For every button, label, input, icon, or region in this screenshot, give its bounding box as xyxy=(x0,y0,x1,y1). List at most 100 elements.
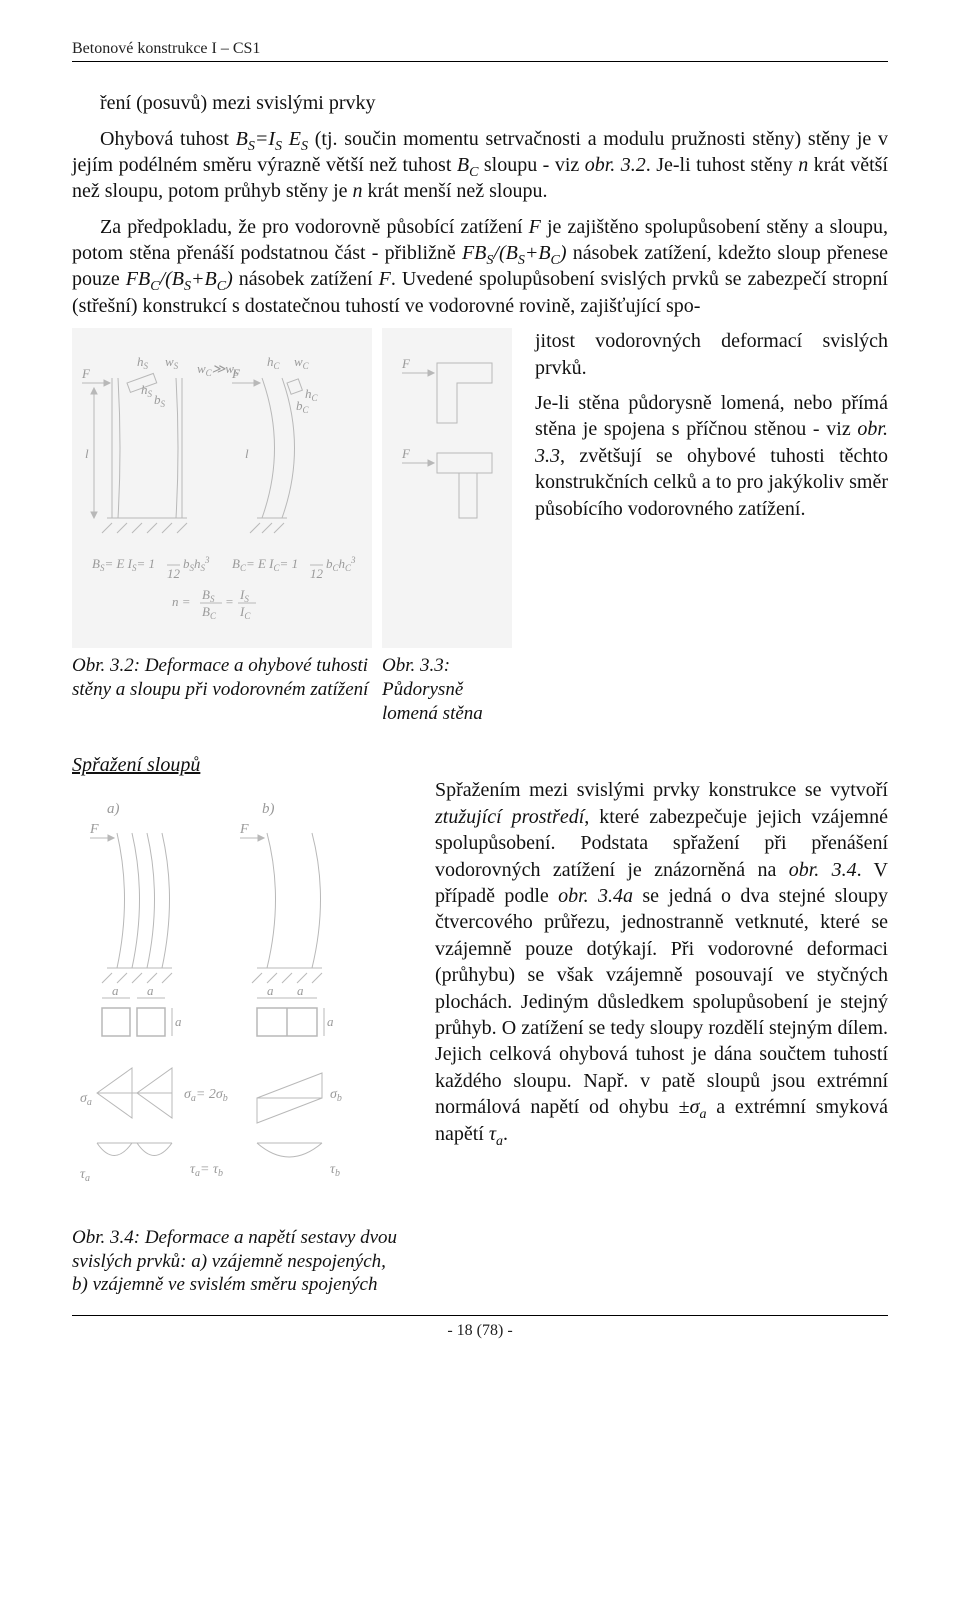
s: S xyxy=(248,139,255,154)
t: /(B xyxy=(160,268,184,290)
right-para3: Spřažením mezi svislými prvky konstrukce… xyxy=(435,777,888,1146)
svg-text:l: l xyxy=(85,446,89,461)
sigma-a: σa xyxy=(690,1096,707,1118)
svg-text:a: a xyxy=(112,983,119,998)
fig33: F F xyxy=(382,328,512,648)
s: C xyxy=(217,279,226,294)
svg-text:τa: τa xyxy=(80,1167,90,1184)
svg-text:F: F xyxy=(89,822,99,837)
svg-text:wS: wS xyxy=(165,354,179,371)
svg-text:bS: bS xyxy=(154,392,166,409)
fig34-col: Spřažení sloupů a) b) xyxy=(72,739,417,1297)
svg-text:σa= 2σb: σa= 2σb xyxy=(184,1087,228,1104)
ref-obr34: obr. 3.4 xyxy=(789,859,857,881)
section-sprazeni: Spřažení sloupů xyxy=(72,752,417,778)
t: Je-li stěna půdorysně lomená, nebo přímá… xyxy=(535,392,888,440)
fig-32-33-block: F F hS wS wC≫wS hC wC bS hS hC bC l xyxy=(72,328,888,725)
s: C xyxy=(150,279,159,294)
svg-text:12: 12 xyxy=(167,566,181,581)
s: C xyxy=(551,253,560,268)
ref-obr32: obr. 3.2 xyxy=(585,154,646,176)
para-1: ření (posuvů) mezi svislými prvky xyxy=(72,90,888,116)
s: a xyxy=(496,1134,503,1149)
t: +B xyxy=(525,242,551,264)
foot-rule xyxy=(72,1315,888,1316)
s: S xyxy=(301,139,308,154)
svg-text:F: F xyxy=(401,446,411,461)
t: +B xyxy=(191,268,217,290)
tau-a: τa xyxy=(489,1123,503,1145)
s: S xyxy=(184,279,191,294)
fig32-33-wrap: F F hS wS wC≫wS hC wC bS hS hC bC l xyxy=(72,328,517,648)
para-3: Za předpokladu, že pro vodorovně působíc… xyxy=(72,214,888,320)
svg-text:IC: IC xyxy=(239,604,251,621)
t: ) xyxy=(226,268,233,290)
t: . xyxy=(503,1123,508,1145)
svg-text:τa= τb: τa= τb xyxy=(190,1162,223,1179)
ref-obr34a: obr. 3.4a xyxy=(558,885,633,907)
svg-text:12: 12 xyxy=(310,566,324,581)
s: S xyxy=(275,139,282,154)
running-head: Betonové konstrukce I – CS1 xyxy=(72,38,888,59)
svg-text:hS: hS xyxy=(137,354,149,371)
t: ) xyxy=(560,242,567,264)
svg-text:BC= E IC= 1: BC= E IC= 1 xyxy=(232,556,298,573)
t: FB xyxy=(462,242,486,264)
svg-text:σa: σa xyxy=(80,1091,92,1108)
svg-text:F: F xyxy=(239,822,249,837)
t: B xyxy=(457,154,469,176)
n1: n xyxy=(798,154,808,176)
svg-text:a: a xyxy=(147,983,154,998)
head-rule xyxy=(72,61,888,62)
para-2: Ohybová tuhost BS=IS ES (tj. součin mome… xyxy=(72,126,888,205)
caption-fig32: Obr. 3.2: Deformace a ohybové tuhosti st… xyxy=(72,654,372,725)
svg-text:n =: n = xyxy=(172,594,191,609)
svg-text:l: l xyxy=(245,446,249,461)
svg-text:hC: hC xyxy=(267,354,281,371)
svg-text:wC: wC xyxy=(294,354,310,371)
F: F xyxy=(529,216,541,238)
s: C xyxy=(469,165,478,180)
fig32: F F hS wS wC≫wS hC wC bS hS hC bC l xyxy=(72,328,372,648)
t: E xyxy=(282,128,301,150)
t: Spřažením mezi svislými prvky konstrukce… xyxy=(435,779,888,801)
svg-text:bChC3: bChC3 xyxy=(326,555,356,573)
svg-text:F: F xyxy=(81,366,91,381)
t: σ xyxy=(690,1096,700,1118)
caption-fig34: Obr. 3.4: Deformace a napětí sestavy dvo… xyxy=(72,1226,402,1297)
t: /(B xyxy=(493,242,517,264)
frac1: FBS/(BS+BC) xyxy=(462,242,567,264)
svg-text:a: a xyxy=(327,1014,334,1029)
t: Za předpokladu, že pro vodorovně působíc… xyxy=(100,216,529,238)
para-2-pre: Ohybová tuhost xyxy=(100,128,236,150)
svg-text:hC: hC xyxy=(305,386,319,403)
svg-text:wC≫wS: wC≫wS xyxy=(197,361,239,378)
F: F xyxy=(379,268,391,290)
t: se jedná o dva stejné sloupy čtvercového… xyxy=(435,885,888,1118)
right-text-1: jitost vodorovných deformací svislých pr… xyxy=(535,328,888,531)
svg-text:a: a xyxy=(267,983,274,998)
svg-text:b): b) xyxy=(262,801,275,817)
s: S xyxy=(518,253,525,268)
fig34-block: Spřažení sloupů a) b) xyxy=(72,739,888,1297)
right-para1: jitost vodorovných deformací svislých pr… xyxy=(535,328,888,381)
fig32-col: F F hS wS wC≫wS hC wC bS hS hC bC l xyxy=(72,328,517,725)
svg-text:a: a xyxy=(175,1014,182,1029)
svg-text:BS: BS xyxy=(202,587,215,604)
bc: BC xyxy=(457,154,479,176)
page-footer: - 18 (78) - xyxy=(72,1320,888,1341)
t: B xyxy=(236,128,248,150)
n2: n xyxy=(353,180,363,202)
svg-text:F: F xyxy=(401,356,411,371)
svg-text:BC: BC xyxy=(202,604,217,621)
right-text-2: Spřažením mezi svislými prvky konstrukce… xyxy=(435,739,888,1155)
svg-text:BS= E IS= 1: BS= E IS= 1 xyxy=(92,556,155,573)
cap-row: Obr. 3.2: Deformace a ohybové tuhosti st… xyxy=(72,648,517,725)
t: . Je-li tuhost stěny xyxy=(646,154,798,176)
ital: ztužující prostředí xyxy=(435,806,584,828)
svg-text:=: = xyxy=(225,594,234,609)
page: Betonové konstrukce I – CS1 ření (posuvů… xyxy=(0,0,960,1617)
t: FB xyxy=(126,268,150,290)
svg-text:τb: τb xyxy=(330,1162,340,1179)
t: τ xyxy=(489,1123,496,1145)
